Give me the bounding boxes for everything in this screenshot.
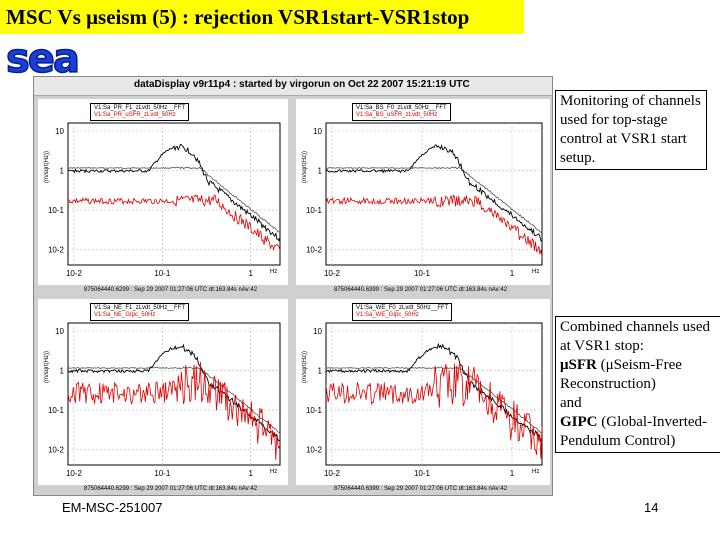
plot-footer-ne: 875064440.6299 : Sep 29 2007 01:27:06 UT… — [84, 486, 258, 492]
x-tick-label: 1 — [248, 269, 253, 278]
x-unit-label: Hz — [270, 469, 277, 475]
x-tick-label: 10-2 — [66, 469, 83, 478]
legend-entry-red: V1:Sa_PR_uSFR_zLvdt_50Hz — [94, 112, 176, 118]
plot-footer-we: 875064440.6399 : Sep 29 2007 01:27:06 UT… — [334, 486, 508, 492]
x-tick-label: 1 — [510, 269, 515, 278]
legend-entry-red: V1:Sa_BS_uSFR_zLvdt_50Hz — [356, 112, 438, 118]
legend-entry-black: V1:Sa_BS_F0_zLvdt_50Hz__FFT — [356, 105, 447, 111]
plot-we: 10 1 10-1 10-2 10-2 10-1 1 Hz (m/sqrt(Hz)) — [302, 322, 543, 478]
note-combined-channels: Combined channels used at VSR1 stop: μSF… — [555, 316, 720, 453]
spectrum-trace — [67, 366, 281, 434]
x-unit-label: Hz — [532, 269, 539, 275]
gipc-desc: (Global-Inverted-Pendulum Control) — [560, 414, 708, 449]
footer-id: EM-MSC-251007 — [62, 500, 163, 515]
y-tick-label: 10-2 — [306, 445, 323, 454]
spectrum-trace — [68, 166, 281, 233]
y-tick-label: 10-2 — [306, 245, 323, 254]
legend-pr: V1:Sa_PR_F1_zLvdt_50Hz__FFT V1:Sa_PR_uSF… — [90, 103, 190, 121]
and-word: and — [560, 395, 582, 411]
legend-we: V1:Sa_WE_F0_zLvdt_50Hz__FFT V1:Sa_WE_GIp… — [352, 303, 453, 321]
y-tick-label: 10 — [55, 327, 64, 336]
spectrum-trace — [325, 194, 543, 258]
page-number: 14 — [644, 500, 659, 515]
x-tick-label: 10-1 — [154, 269, 171, 278]
legend-bs: V1:Sa_BS_F0_zLvdt_50Hz__FFT V1:Sa_BS_uSF… — [352, 103, 451, 121]
y-tick-label: 1 — [60, 166, 65, 175]
spectrum-trace — [325, 366, 543, 434]
plot-bs: 10 1 10-1 10-2 10-2 10-1 1 Hz (m/sqrt(Hz)) — [302, 122, 543, 278]
spectrum-trace — [325, 144, 543, 243]
x-unit-label: Hz — [532, 469, 539, 475]
window-title: dataDisplay v9r11p4 : started by virgoru… — [134, 79, 470, 90]
plot-frame — [67, 122, 281, 266]
y-tick-label: 1 — [318, 166, 323, 175]
plot-footer-bs: 875064440.6399 : Sep 29 2007 01:27:06 UT… — [334, 287, 508, 293]
legend-entry-red: V1:Sa_NE_GIpc_50Hz — [94, 312, 156, 318]
x-tick-label: 1 — [248, 469, 253, 478]
plot-frame — [325, 322, 543, 466]
spectrum-trace — [67, 343, 281, 442]
y-axis-label: (m/sqrt(Hz)) — [302, 351, 308, 383]
usfr-abbr: μSFR — [560, 357, 597, 373]
y-tick-label: 10 — [55, 127, 64, 136]
x-tick-label: 1 — [510, 469, 515, 478]
legend-entry-black: V1:Sa_WE_F0_zLvdt_50Hz__FFT — [356, 305, 449, 311]
legend-entry-black: V1:Sa_PR_F1_zLvdt_50Hz__FFT — [94, 105, 186, 111]
sea-logo-icon: sea — [2, 36, 114, 80]
y-tick-label: 10-1 — [48, 206, 65, 215]
legend-entry-black: V1:Sa_NE_F1_zLvdt_50Hz__FFT — [94, 305, 186, 311]
y-tick-label: 10-1 — [48, 406, 65, 415]
note-intro: Combined channels used at VSR1 stop: — [560, 319, 710, 354]
slide-title: MSC Vs μseism (5) : rejection VSR1start-… — [0, 0, 524, 34]
y-tick-label: 1 — [318, 366, 323, 375]
spectrum-trace — [325, 166, 543, 234]
y-tick-label: 10-2 — [48, 445, 65, 454]
plot-ne: 10 1 10-1 10-2 10-2 10-1 1 Hz (m/sqrt(Hz)) — [44, 322, 281, 478]
y-axis-label: (m/sqrt(Hz)) — [44, 351, 50, 383]
usfr-desc: (μSeism-Free Reconstruction) — [560, 357, 682, 392]
window-titlebar: dataDisplay v9r11p4 : started by virgoru… — [34, 77, 552, 96]
plot-panel-bs: 10 1 10-1 10-2 10-2 10-1 1 Hz (m/sqrt(Hz)) V1:Sa… — [296, 99, 550, 285]
plot-panel-we: 10 1 10-1 10-2 10-2 10-1 1 Hz (m/sqrt(Hz)) V1:Sa… — [296, 299, 550, 485]
x-tick-label: 10-2 — [66, 269, 83, 278]
plot-panel-ne: 10 1 10-1 10-2 10-2 10-1 1 Hz (m/sqrt(Hz)) V1:Sa… — [38, 299, 288, 485]
y-tick-label: 10-1 — [306, 406, 323, 415]
plot-panel-pr: 10 1 10-1 10-2 10-2 10-1 1 Hz (m/sqrt(Hz)) V1:Sa… — [38, 99, 288, 285]
x-tick-label: 10-1 — [414, 269, 431, 278]
note-monitoring: Monitoring of channels used for top-stag… — [555, 90, 707, 170]
gipc-abbr: GIPC — [560, 414, 598, 430]
x-tick-label: 10-1 — [154, 469, 171, 478]
spectrum-trace — [325, 363, 543, 459]
y-tick-label: 10 — [313, 127, 322, 136]
logo-text: sea — [6, 36, 78, 80]
x-unit-label: Hz — [270, 269, 277, 275]
spectrum-trace — [67, 361, 281, 461]
plot-pr: 10 1 10-1 10-2 10-2 10-1 1 Hz (m/sqrt(Hz)) — [44, 122, 281, 278]
plot-footer-pr: 875064440.6299 : Sep 29 2007 01:27:06 UT… — [84, 287, 258, 293]
plot-frame — [67, 322, 281, 466]
data-display-screenshot: dataDisplay v9r11p4 : started by virgoru… — [33, 76, 553, 496]
legend-entry-red: V1:Sa_WE_GIpc_50Hz — [356, 312, 419, 318]
x-tick-label: 10-1 — [414, 469, 431, 478]
plot-frame — [325, 122, 543, 266]
x-tick-label: 10-2 — [324, 469, 341, 478]
y-axis-label: (m/sqrt(Hz)) — [44, 151, 50, 183]
y-tick-label: 1 — [60, 366, 65, 375]
y-tick-label: 10-1 — [306, 206, 323, 215]
y-axis-label: (m/sqrt(Hz)) — [302, 151, 308, 183]
spectrum-trace — [67, 194, 281, 252]
legend-ne: V1:Sa_NE_F1_zLvdt_50Hz__FFT V1:Sa_NE_GIp… — [90, 303, 190, 321]
y-tick-label: 10 — [313, 327, 322, 336]
spectrum-trace — [67, 143, 281, 242]
y-tick-label: 10-2 — [48, 245, 65, 254]
x-tick-label: 10-2 — [324, 269, 341, 278]
